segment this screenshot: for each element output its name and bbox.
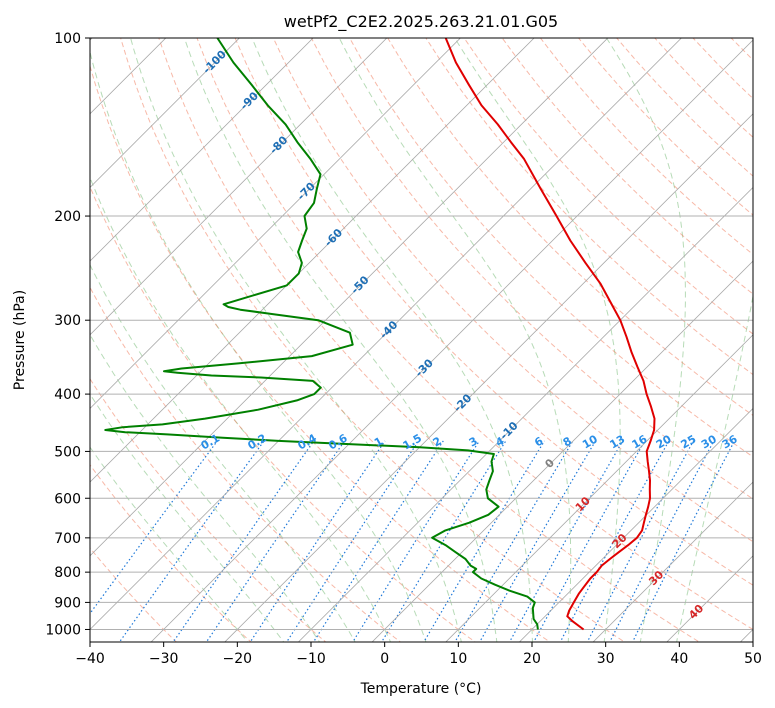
dry-adiabat-line: [90, 377, 327, 642]
mixing-ratio-line: [118, 440, 265, 642]
isotherm-line: [90, 38, 314, 262]
x-tick-label: −10: [296, 651, 326, 667]
isotherm-line: [224, 113, 753, 642]
y-tick-label: 400: [54, 387, 81, 403]
isotherm-line: [90, 38, 535, 483]
isotherm-line: [592, 481, 753, 642]
dewpoint-profile-line: [104, 38, 539, 630]
x-tick-label: 20: [523, 651, 541, 667]
isotherm-line: [90, 38, 609, 557]
dry-adiabat-line: [90, 286, 402, 642]
dry-adiabat-line: [501, 38, 753, 295]
y-tick-label: 1000: [45, 622, 81, 638]
x-tick-label: −30: [149, 651, 179, 667]
isotherm-line: [90, 38, 461, 409]
dry-adiabat-line: [234, 38, 753, 586]
isotherm-line: [297, 186, 753, 642]
dry-adiabat-line: [120, 38, 626, 642]
mixing-ratio-line: [454, 440, 574, 642]
x-tick-label: 40: [670, 651, 688, 667]
y-tick-label: 500: [54, 444, 81, 460]
plot-frame: [89, 37, 754, 643]
mixing-ratio-line: [312, 440, 444, 642]
dry-adiabat-line: [158, 38, 701, 642]
moist-adiabat-line: [90, 263, 356, 642]
dry-adiabat-line: [387, 38, 753, 417]
y-axis-label: Pressure (hPa): [12, 290, 28, 390]
moist-adiabat-line: [676, 293, 753, 642]
x-tick-label: −20: [223, 651, 253, 667]
temperature-profile-line: [444, 38, 656, 631]
y-tick-label: 300: [54, 313, 81, 329]
y-tick-label: 600: [54, 491, 81, 507]
mixing-ratio-line: [423, 440, 546, 642]
moist-adiabat-line: [90, 50, 427, 642]
mixing-ratio-line: [559, 440, 670, 642]
isotherm-line: [150, 39, 753, 642]
mixing-ratio-line: [533, 440, 646, 642]
y-tick-label: 800: [54, 565, 81, 581]
isotherm-line: [518, 407, 753, 642]
mixing-ratio-line: [205, 440, 346, 642]
moist-adiabat-line: [90, 393, 285, 642]
dry-adiabat-line: [463, 38, 753, 335]
isotherm-line: [371, 260, 753, 642]
mixing-ratio-line: [631, 440, 736, 642]
isotherm-line: [90, 38, 682, 630]
y-tick-label: 200: [54, 209, 81, 225]
isotherm-line: [445, 334, 753, 642]
chart-title: wetPf2_C2E2.2025.263.21.01.G05: [284, 12, 558, 32]
isotherm-line: [90, 38, 388, 336]
moist-adiabat-line: [90, 176, 392, 642]
moist-adiabat-line: [90, 446, 249, 642]
moist-adiabat-line: [183, 38, 498, 642]
dry-adiabat-line: [310, 38, 753, 500]
mixing-ratio-line: [90, 440, 218, 615]
mixing-ratio-line: [508, 440, 624, 642]
y-tick-label: 700: [54, 531, 81, 547]
mixing-ratio-line: [380, 440, 507, 642]
mixing-ratio-line: [586, 440, 694, 642]
mixing-ratio-line: [352, 440, 480, 642]
y-tick-label: 900: [54, 595, 81, 611]
x-tick-label: 0: [380, 651, 389, 667]
dry-adiabat-line: [90, 547, 178, 642]
dry-adiabat-line: [90, 64, 551, 642]
mixing-ratio-line: [479, 440, 597, 642]
x-tick-label: 10: [449, 651, 467, 667]
x-axis-ticks: −40 −30 −20 −10 0 10 20 30 40 50: [75, 642, 762, 667]
moist-adiabat-line: [90, 333, 321, 642]
dry-adiabat-line: [349, 38, 753, 458]
dry-adiabat-line: [90, 464, 252, 642]
y-tick-label: 100: [54, 31, 81, 47]
isobars: [90, 38, 753, 630]
x-tick-label: 30: [597, 651, 615, 667]
dry-adiabat-line: [196, 38, 753, 631]
mixing-ratio-line: [609, 440, 715, 642]
y-axis-ticks: 100 200 300 400 500 600 700 800 900 1000: [45, 31, 90, 638]
mixing-ratio-line: [285, 440, 420, 642]
isotherms: [90, 38, 753, 642]
mixing-ratio-lines: [90, 440, 736, 642]
x-tick-label: −40: [75, 651, 105, 667]
isotherm-line: [90, 38, 240, 188]
moist-adiabat-line: [251, 38, 533, 642]
x-tick-label: 50: [744, 651, 762, 667]
sounding-profiles: [104, 38, 656, 631]
x-axis-label: Temperature (°C): [360, 681, 482, 697]
moist-adiabat-line: [130, 38, 462, 642]
